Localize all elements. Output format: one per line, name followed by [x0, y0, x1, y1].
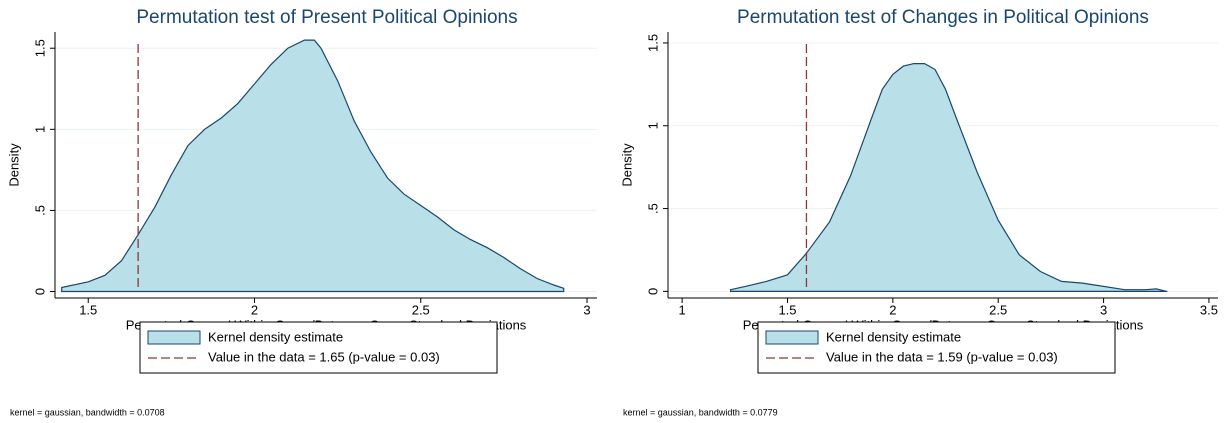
y-tick-label: 1	[645, 122, 660, 129]
x-tick-label: 3	[583, 302, 590, 317]
density-area	[61, 39, 565, 293]
x-tick-label: 2	[251, 302, 258, 317]
y-tick-label: 1.5	[645, 34, 660, 52]
legend-label: Value in the data = 1.65 (p-value = 0.03…	[208, 349, 440, 364]
y-tick-label: 1	[32, 126, 47, 133]
chart-panel: Permutation test of Changes in Political…	[619, 7, 1218, 417]
chart-note: kernel = gaussian, bandwidth = 0.0779	[623, 407, 778, 417]
x-tick-label: 2.5	[412, 302, 430, 317]
y-tick-label: .5	[32, 205, 47, 216]
chart-note: kernel = gaussian, bandwidth = 0.0708	[10, 407, 165, 417]
legend-label: Kernel density estimate	[826, 329, 961, 344]
y-tick-label: 0	[645, 288, 660, 295]
x-tick-label: 3	[1100, 302, 1107, 317]
x-tick-label: 2.5	[989, 302, 1007, 317]
chart-panel: Permutation test of Present Political Op…	[6, 7, 597, 417]
legend-swatch	[147, 330, 201, 345]
x-tick-label: 1	[679, 302, 686, 317]
y-tick-label: .5	[645, 203, 660, 214]
legend-label: Kernel density estimate	[208, 329, 343, 344]
y-tick-label: 0	[32, 288, 47, 295]
y-tick-label: 1.5	[32, 39, 47, 57]
chart-title: Permutation test of Changes in Political…	[737, 7, 1149, 28]
y-axis-label: Density	[6, 143, 21, 187]
x-tick-label: 3.5	[1200, 302, 1218, 317]
x-tick-label: 2	[889, 302, 896, 317]
legend-label: Value in the data = 1.59 (p-value = 0.03…	[826, 349, 1058, 364]
chart-title: Permutation test of Present Political Op…	[136, 7, 517, 28]
legend-swatch	[765, 330, 819, 345]
density-area	[730, 63, 1168, 293]
x-tick-label: 1.5	[79, 302, 97, 317]
x-tick-label: 1.5	[778, 302, 796, 317]
y-axis-label: Density	[619, 143, 634, 187]
